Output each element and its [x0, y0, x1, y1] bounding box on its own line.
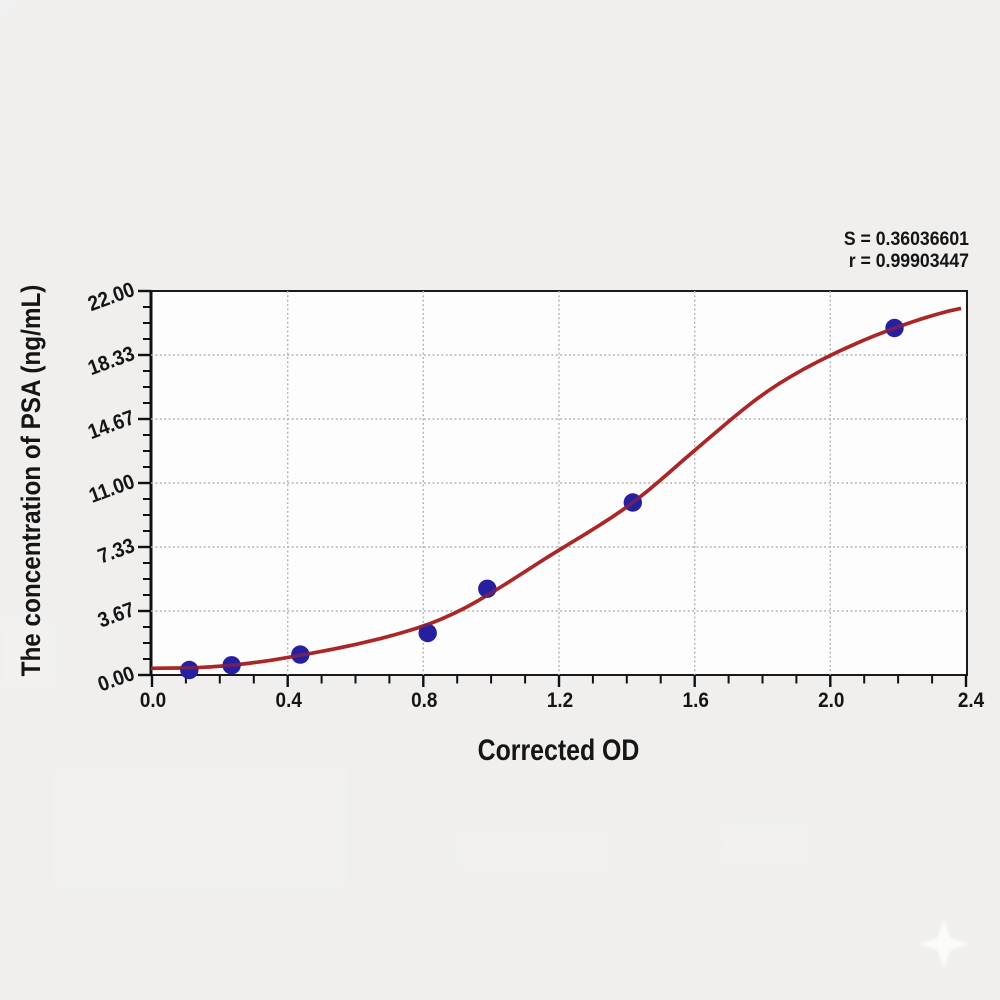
svg-text:3.67: 3.67	[95, 598, 138, 632]
svg-text:0.4: 0.4	[276, 689, 303, 712]
svg-text:r = 0.99903447: r = 0.99903447	[849, 249, 969, 271]
svg-text:11.00: 11.00	[86, 470, 138, 508]
svg-text:S = 0.36036601: S = 0.36036601	[844, 227, 969, 249]
svg-text:7.33: 7.33	[95, 534, 138, 568]
svg-text:0.0: 0.0	[140, 689, 166, 712]
svg-text:2.0: 2.0	[818, 689, 844, 712]
svg-text:1.2: 1.2	[547, 689, 573, 712]
svg-text:14.67: 14.67	[85, 406, 138, 444]
svg-text:1.6: 1.6	[683, 689, 709, 712]
svg-text:2.4: 2.4	[958, 689, 985, 712]
svg-text:18.33: 18.33	[85, 342, 138, 380]
svg-text:0.8: 0.8	[411, 689, 437, 712]
svg-text:The concentration of PSA (ng/m: The concentration of PSA (ng/mL)	[17, 285, 46, 677]
svg-text:Corrected OD: Corrected OD	[478, 733, 640, 767]
svg-text:22.00: 22.00	[85, 278, 138, 316]
svg-text:0.00: 0.00	[95, 662, 138, 696]
